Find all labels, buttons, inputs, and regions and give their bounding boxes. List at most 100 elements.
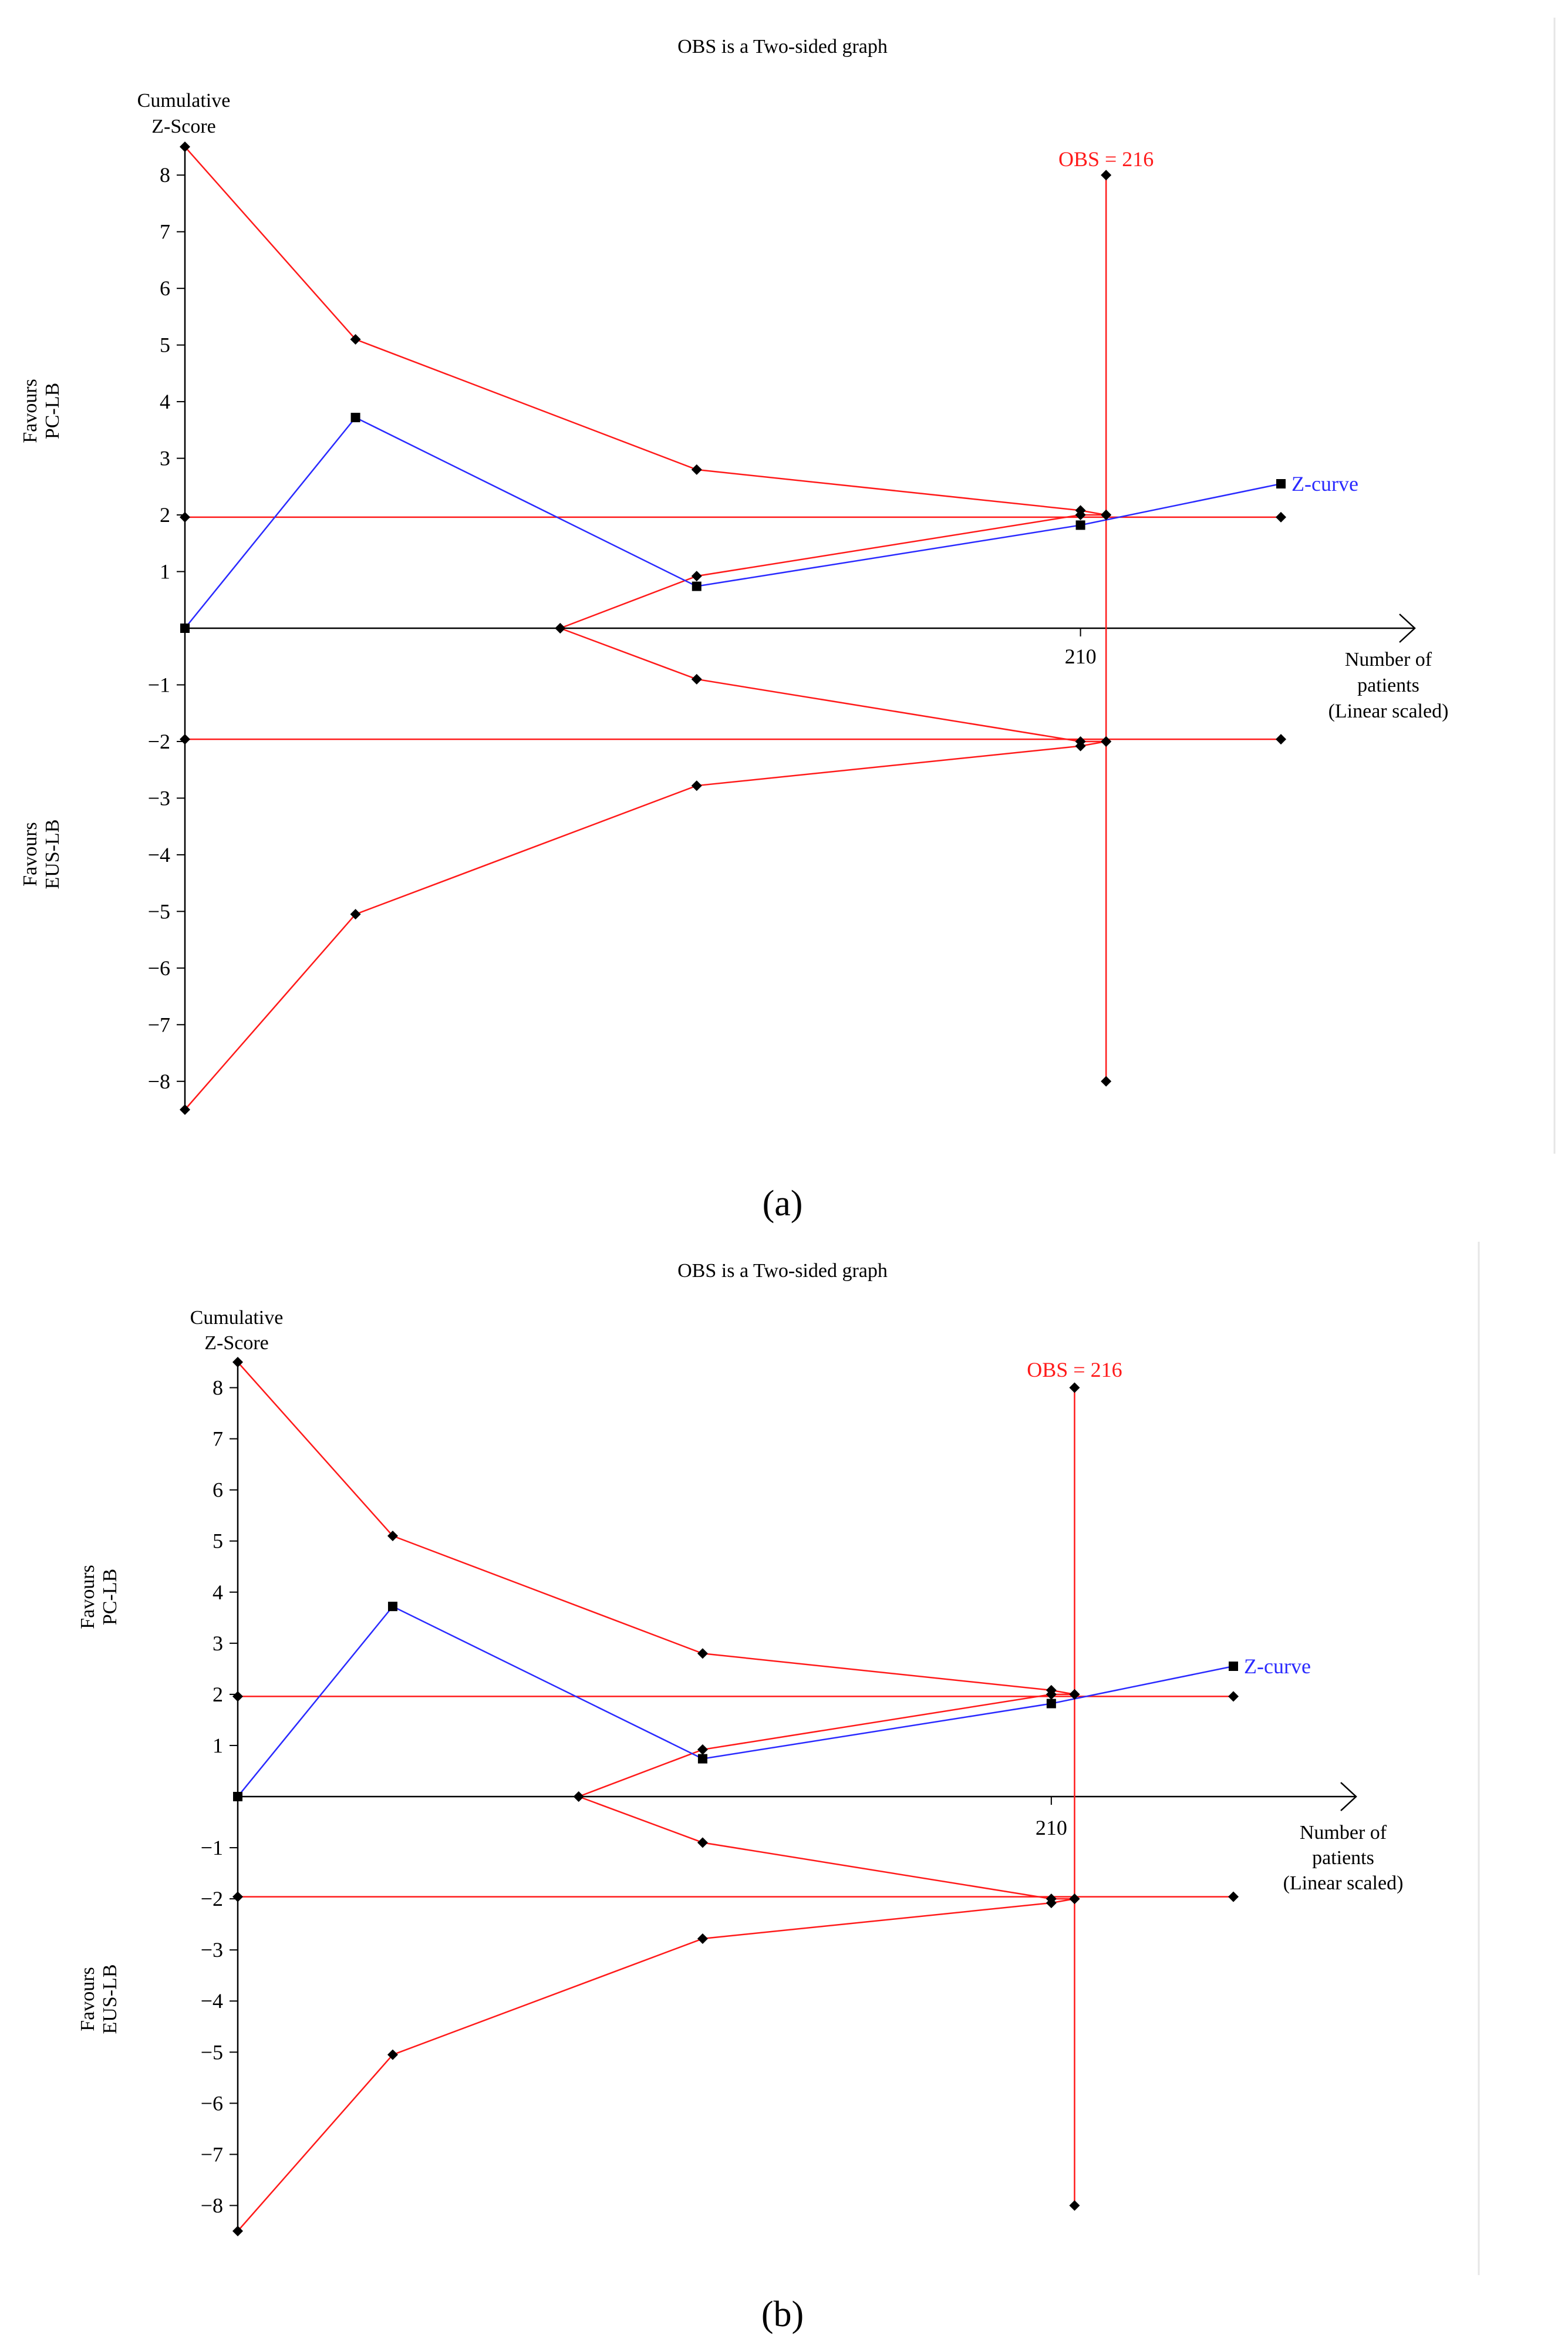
chart-a-point-upper_boundary [350, 334, 361, 345]
chart-a-ytick-label: −3 [148, 786, 170, 810]
chart-a-point-lower_boundary [1075, 740, 1086, 752]
chart-b-series-lower_boundary [237, 1898, 1075, 2232]
chart-b-point-upper_futility [1069, 1689, 1080, 1700]
chart-b-point-z_curve [387, 1602, 397, 1612]
chart-b-point-z_curve [233, 1792, 242, 1801]
chart-b-ytick-label: −7 [201, 2142, 223, 2166]
chart-b-ytick-label: −5 [201, 2040, 223, 2064]
chart-a-title: OBS is a Two-sided graph [677, 36, 888, 58]
chart-b-point-lower_boundary [1069, 1893, 1080, 1905]
chart-a-ytick-label: −2 [148, 730, 170, 753]
chart-a-favours-bottom-line1: Favours [19, 822, 41, 887]
chart-b-ylabel-line2: Z-Score [204, 1332, 269, 1354]
chart-a-ytick-label: 3 [160, 447, 170, 470]
chart-b-point-hline_upper_ends [232, 1691, 243, 1702]
chart-a-ytick-label: −4 [148, 843, 170, 867]
chart-a-ytick-label: −1 [148, 673, 170, 696]
chart-b-ytick-label: 7 [213, 1427, 223, 1451]
chart-b-x-axis-arrow [1340, 1782, 1357, 1811]
chart-b-ytick-label: −2 [201, 1887, 223, 1910]
chart-b-xlabel-line2: patients [1312, 1847, 1374, 1869]
chart-a-point-hline_upper_ends [180, 511, 190, 523]
chart-b-point-z_curve [697, 1754, 707, 1764]
chart-b-series-z_curve [237, 1605, 1234, 1797]
chart-a-point-lower_boundary [691, 780, 702, 791]
chart-b-point-hline_upper_ends [1228, 1691, 1239, 1702]
chart-a-point-hline_lower_ends [180, 734, 190, 745]
chart-a-point-upper_boundary [691, 464, 702, 475]
chart-b-point-lower_futility [573, 1791, 584, 1802]
chart-a-point-z_curve [350, 413, 360, 423]
chart-a-point-z_curve [1276, 479, 1286, 488]
chart-a-favours-top-line2: PC-LB [42, 383, 63, 439]
chart-b-ytick-label: 4 [213, 1581, 223, 1604]
chart-b-point-hline_lower_ends [1228, 1891, 1239, 1902]
chart-a-obs-label: OBS = 216 [1058, 147, 1154, 171]
chart-b-series-lower_futility [578, 1795, 1075, 1900]
chart-b-point-lower_boundary [1046, 1898, 1057, 1909]
chart-b-point-lower_boundary [387, 2049, 398, 2060]
chart-b-point-hline_lower_ends [232, 1891, 243, 1902]
chart-a-favours-top-line1: Favours [19, 379, 41, 443]
chart-a-series-z_curve [184, 416, 1282, 629]
chart-a-point-obs_vertical [1101, 170, 1112, 181]
chart-a-point-lower_boundary [180, 1104, 190, 1115]
chart-a-ylabel-line1: Cumulative [137, 90, 231, 112]
chart-b-ytick-label: −8 [201, 2193, 223, 2217]
chart-a-ytick-label: −6 [148, 956, 170, 980]
chart-b-ytick-label: 8 [213, 1376, 223, 1400]
chart-b-favours-top-line1: Favours [77, 1565, 99, 1629]
chart-b-ytick-label: −1 [201, 1836, 223, 1859]
chart-a-ytick-label: 5 [160, 333, 170, 357]
chart-a-point-z_curve [1075, 520, 1085, 530]
chart-b-ylabel-line1: Cumulative [190, 1307, 284, 1329]
chart-a-point-lower_futility [691, 673, 702, 685]
chart-a-ytick-label: 1 [160, 560, 170, 584]
chart-a-point-z_curve [692, 581, 702, 591]
chart-b-obs-label: OBS = 216 [1027, 1358, 1122, 1381]
chart-a-point-lower_boundary [350, 909, 361, 920]
chart-b-point-upper_boundary [697, 1648, 708, 1659]
chart-b-point-obs_vertical [1069, 1382, 1080, 1393]
chart-a-point-obs_vertical [1101, 1076, 1112, 1087]
chart-a-ytick-label: −5 [148, 899, 170, 923]
chart-a-ytick-label: 6 [160, 277, 170, 300]
chart-a-x-axis-arrow [1399, 614, 1416, 643]
chart-a-point-upper_futility [691, 571, 702, 582]
chart-b-point-upper_futility [1046, 1689, 1057, 1700]
chart-b-ytick-label: 1 [213, 1734, 223, 1757]
chart-b-xlabel-line3: (Linear scaled) [1283, 1872, 1404, 1894]
chart-a-series-lower_futility [559, 627, 1107, 743]
chart-b-point-obs_vertical [1069, 2200, 1080, 2211]
chart-b-xtick-label: 210 [1036, 1816, 1067, 1839]
chart-a-favours-bottom-line2: EUS-LB [42, 820, 63, 889]
chart-a-point-upper_futility [1101, 510, 1112, 521]
chart-a-zcurve-label: Z-curve [1292, 472, 1358, 496]
chart-b-zcurve-label: Z-curve [1244, 1655, 1311, 1678]
chart-b-ytick-label: 5 [213, 1529, 223, 1553]
chart-b-point-upper_boundary [232, 1357, 243, 1367]
chart-b-point-lower_futility [697, 1837, 708, 1848]
chart-a-point-upper_boundary [180, 141, 190, 152]
chart-a-panel-label: (a) [763, 1184, 803, 1224]
chart-b-series-upper_boundary [237, 1362, 1075, 1696]
chart-b-favours-bottom-line1: Favours [77, 1967, 99, 2031]
chart-a-ytick-label: −7 [148, 1013, 170, 1036]
chart-b-xlabel-line1: Number of [1300, 1822, 1387, 1844]
chart-a-point-lower_futility [555, 623, 566, 634]
chart-a-point-upper_futility [1075, 510, 1086, 521]
chart-b-point-lower_boundary [697, 1933, 708, 1945]
chart-b-ytick-label: 3 [213, 1632, 223, 1655]
chart-b-ytick-label: −4 [201, 1989, 223, 2013]
chart-b-point-upper_boundary [387, 1531, 398, 1541]
chart-b-panel-label: (b) [761, 2294, 804, 2334]
chart-b-title: OBS is a Two-sided graph [677, 1260, 888, 1282]
chart-a-ytick-label: 7 [160, 220, 170, 244]
chart-b-ytick-label: −3 [201, 1938, 223, 1962]
chart-a-point-z_curve [180, 624, 190, 633]
chart-a-series-upper_boundary [184, 146, 1107, 516]
chart-a-xlabel-line1: Number of [1345, 649, 1432, 670]
chart-a-series-lower_boundary [184, 740, 1107, 1110]
chart-a-series-upper_futility [559, 514, 1107, 629]
